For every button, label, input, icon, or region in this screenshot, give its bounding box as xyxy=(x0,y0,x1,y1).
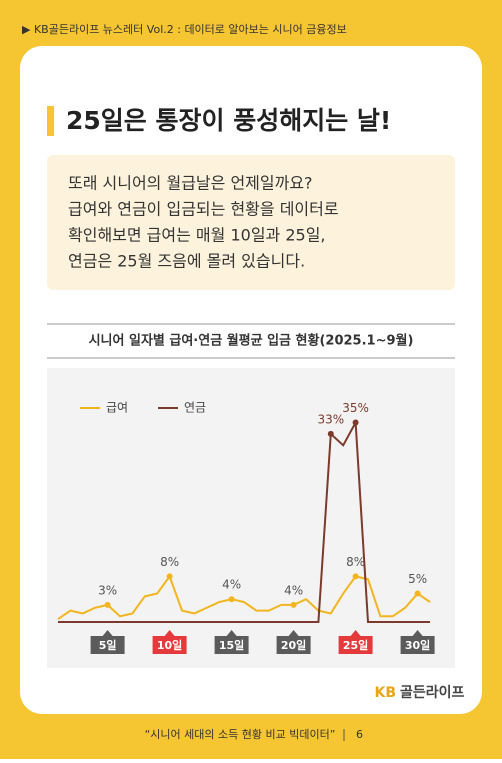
x-tick-label: 20일 xyxy=(281,638,306,652)
title-bar xyxy=(47,106,54,136)
x-tick-label: 25일 xyxy=(343,638,368,652)
footer-quote: “시니어 세대의 소득 현황 비교 빅데이터” xyxy=(145,728,336,741)
chart-area xyxy=(47,368,455,668)
intro-box xyxy=(47,155,455,290)
point xyxy=(228,596,235,603)
point xyxy=(104,601,111,608)
intro-line: 확인해보면 급여는 매월 10일과 25일, xyxy=(68,226,326,245)
legend-label: 연금 xyxy=(184,401,206,415)
value-label: 4% xyxy=(222,578,241,592)
logo-kb: KB xyxy=(374,685,396,701)
logo-name: 골든라이프 xyxy=(400,684,465,701)
x-tick-badge xyxy=(276,636,311,654)
series-line xyxy=(58,418,430,623)
x-tick-mark xyxy=(412,630,423,636)
x-tick-mark xyxy=(102,630,113,636)
point xyxy=(166,573,173,580)
x-tick-mark xyxy=(350,630,361,636)
value-label: 35% xyxy=(342,401,369,415)
intro-line: 연금은 25월 즈음에 몰려 있습니다. xyxy=(68,252,305,271)
footer-page: 6 xyxy=(356,728,363,741)
point xyxy=(327,430,334,437)
point xyxy=(290,601,297,608)
title: 25일은 통장이 풍성해지는 날! xyxy=(66,106,391,135)
x-tick-badge xyxy=(90,636,125,654)
x-tick-badge xyxy=(338,636,373,654)
value-label: 33% xyxy=(317,412,344,426)
x-tick-mark xyxy=(288,630,299,636)
point xyxy=(352,419,359,426)
x-tick-label: 15일 xyxy=(219,638,244,652)
x-tick-badge xyxy=(152,636,187,654)
value-label: 3% xyxy=(98,583,117,597)
x-tick-label: 5일 xyxy=(99,638,117,652)
intro: 또래 시니어의 월급날은 언제일까요? 급여와 연금이 입금되는 현황을 데이터로… xyxy=(68,174,339,271)
value-label: 8% xyxy=(160,555,179,569)
intro-line: 급여와 연금이 입금되는 현황을 데이터로 xyxy=(68,200,339,219)
series-line xyxy=(57,574,431,620)
value-label: 4% xyxy=(284,583,303,597)
x-tick-mark xyxy=(226,630,237,636)
legend-label: 급여 xyxy=(106,401,128,415)
intro-line: 또래 시니어의 월급날은 언제일까요? xyxy=(68,174,313,193)
point xyxy=(414,590,421,597)
x-tick-label: 10일 xyxy=(157,638,182,652)
chart-title: 시니어 일자별 급여·연금 월평균 입금 현황(2025.1~9월) xyxy=(89,333,414,349)
value-label: 8% xyxy=(346,555,365,569)
x-tick-label: 30일 xyxy=(405,638,430,652)
x-tick-mark xyxy=(164,630,175,636)
x-tick-badge xyxy=(214,636,249,654)
chart: 급여 연금 5일 10일 15일 20일 25일 30일 3% 8% 4% 4% 8% 5% 33%35% xyxy=(57,401,435,654)
x-tick-badge xyxy=(400,636,435,654)
point xyxy=(352,573,359,580)
value-label: 5% xyxy=(408,572,427,586)
header: ▶ KB골든라이프 뉴스레터 Vol.2 : 데이터로 알아보는 시니어 금융정… xyxy=(22,22,347,36)
